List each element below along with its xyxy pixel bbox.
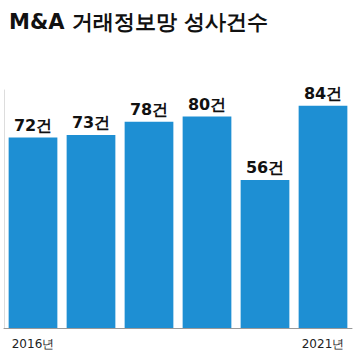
svg-text:2016년: 2016년 (12, 337, 55, 351)
svg-text:84건: 84건 (304, 84, 342, 103)
svg-text:56건: 56건 (246, 158, 284, 177)
svg-text:78건: 78건 (130, 100, 168, 119)
svg-text:73건: 73건 (72, 113, 110, 132)
svg-text:2021년: 2021년 (302, 337, 345, 351)
svg-text:M&A 거래정보망 성사건수: M&A 거래정보망 성사건수 (9, 10, 268, 34)
svg-text:80건: 80건 (188, 95, 226, 114)
svg-text:72건: 72건 (14, 116, 52, 135)
